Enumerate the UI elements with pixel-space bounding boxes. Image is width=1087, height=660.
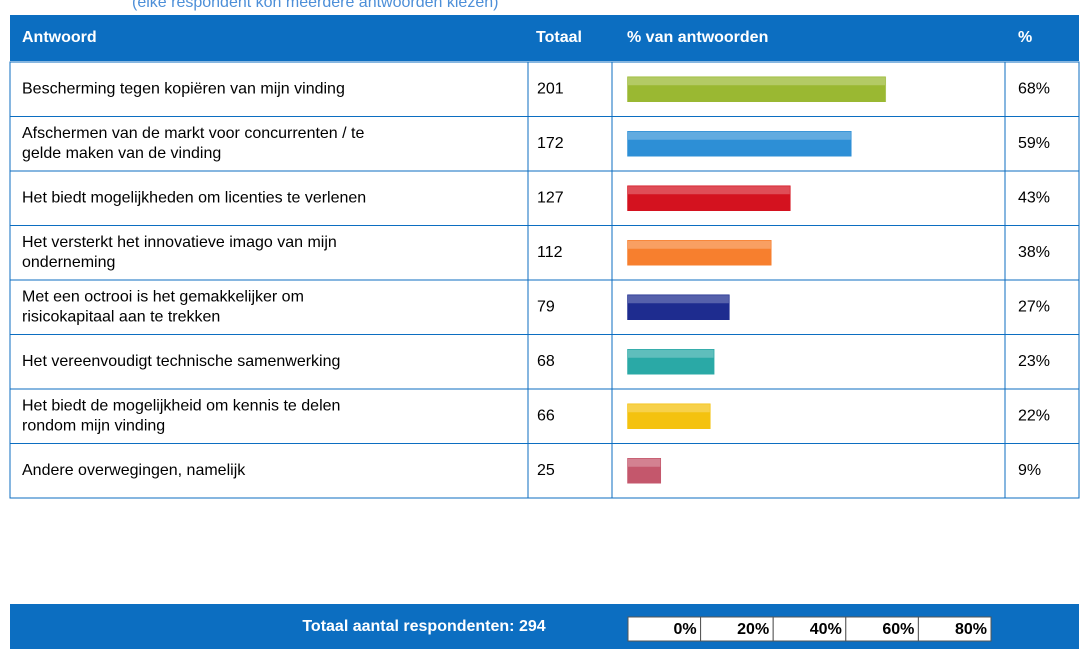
percent: 68% xyxy=(1018,80,1050,97)
row-bg xyxy=(9,279,1080,335)
total: 112 xyxy=(537,244,563,261)
bar xyxy=(626,76,887,103)
percent: 23% xyxy=(1018,353,1050,370)
scale-cell xyxy=(772,616,847,642)
answer: Afschermen van de markt voor concurrente… xyxy=(22,125,364,162)
header-cell: % van antwoorden xyxy=(627,29,768,46)
bar-shine xyxy=(628,295,729,304)
percent: 9% xyxy=(1018,462,1041,479)
answer: Met een octrooi is het gemakkelijker om r… xyxy=(22,288,304,325)
total: 25 xyxy=(537,462,555,479)
percent: 59% xyxy=(1018,135,1050,152)
answer: Het vereenvoudigt technische samenwerkin… xyxy=(22,353,340,370)
bar xyxy=(626,130,853,157)
scale-label: 80% xyxy=(955,621,987,638)
answer: Het versterkt het innovatieve imago van … xyxy=(22,234,337,271)
bar xyxy=(626,185,792,212)
bar-shine xyxy=(628,349,714,358)
header-cell: % xyxy=(1018,29,1032,46)
total: 79 xyxy=(537,298,555,315)
percent: 22% xyxy=(1018,407,1050,424)
answer: Het biedt mogelijkheden om licenties te … xyxy=(22,189,366,206)
row-bg xyxy=(9,170,1080,226)
answer: Het biedt de mogelijkheid om kennis te d… xyxy=(22,397,340,434)
scale-label: 0% xyxy=(673,621,696,638)
row-bg xyxy=(9,225,1080,281)
scale-cell xyxy=(627,616,702,642)
total: 66 xyxy=(537,407,555,424)
total: 172 xyxy=(537,135,564,152)
scale-label: 60% xyxy=(882,621,914,638)
bar xyxy=(626,403,712,430)
row-bg xyxy=(9,443,1080,499)
scale-label: 40% xyxy=(810,621,842,638)
bar xyxy=(626,457,662,484)
scale-cell xyxy=(700,616,774,642)
percent: 27% xyxy=(1018,298,1050,315)
total: 68 xyxy=(537,353,555,370)
scale-cell xyxy=(917,616,992,642)
scale-label: 20% xyxy=(737,621,769,638)
answer: Bescherming tegen kopiëren van mijn vind… xyxy=(22,80,345,97)
bar xyxy=(626,239,773,266)
bar-shine xyxy=(628,404,710,413)
row-bg xyxy=(9,388,1080,444)
bar-shine xyxy=(628,186,790,195)
percent: 43% xyxy=(1018,189,1050,206)
row-bg xyxy=(9,334,1080,390)
bar-shine xyxy=(628,458,661,467)
bar-shine xyxy=(628,240,771,249)
bar xyxy=(626,294,731,321)
header-cell: Antwoord xyxy=(22,29,97,46)
total: 201 xyxy=(537,80,564,97)
percent: 38% xyxy=(1018,244,1050,261)
bar xyxy=(626,348,715,375)
header-cell: Totaal xyxy=(536,29,582,46)
footer-text: Totaal aantal respondenten: 294 xyxy=(302,618,545,635)
total: 127 xyxy=(537,189,564,206)
answer: Andere overwegingen, namelijk xyxy=(22,462,246,479)
bar-shine xyxy=(628,77,886,86)
header-bg xyxy=(10,15,1079,61)
note: (elke respondent kon meerdere antwoorden… xyxy=(132,0,498,11)
bar-shine xyxy=(628,131,851,140)
